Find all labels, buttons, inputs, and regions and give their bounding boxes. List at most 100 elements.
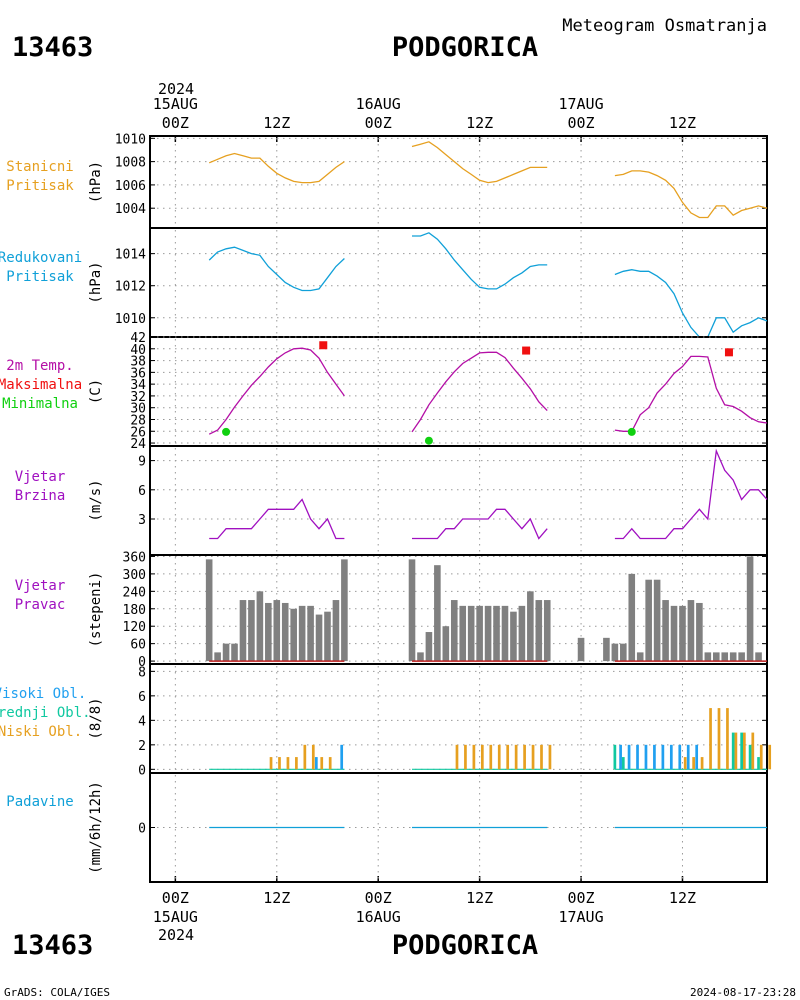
wind-direction-bar [307,605,314,662]
wind-direction-bar [442,626,450,662]
hour-label-top: 00Z [365,114,392,132]
panel-station_pressure: 1004 1006 1008 1010 (hPa) Stanicni Pritisak [6,132,768,226]
y-tick-label: 1010 [115,132,146,147]
low-cloud-bar [759,744,763,770]
y-tick-label: 26 [130,425,146,440]
tmin-marker [424,436,433,445]
hour-label-top: 12Z [669,114,696,132]
series-line [411,141,548,184]
y-tick-label: 1014 [115,248,146,263]
wind-direction-bar [214,652,221,662]
low-cloud-bar [320,757,324,770]
wind-direction-bar [298,605,306,662]
wind-direction-bar [248,600,255,662]
tmin-marker [222,427,231,436]
wind-direction-bar [239,600,247,662]
panel-label: Minimalna [2,396,78,412]
wind-direction-bar [527,591,534,662]
credit: GrADS: COLA/IGES [4,986,110,999]
hour-label-bottom: 12Z [669,889,696,907]
wind-direction-bar [687,600,695,662]
low-cloud-bar [286,757,290,770]
y-tick-label: 300 [123,568,146,583]
high-cloud-bar [686,744,690,770]
low-cloud-bar [734,732,738,770]
low-cloud-bar [726,708,729,770]
panel-clouds: 0 2 4 6 8 (8/8)Visoki Obl. Srednji Obl. Niski O… [0,663,772,778]
y-tick-label: 2 [138,739,146,754]
wind-direction-bar [341,559,348,662]
y-axis-label: (C) [88,379,104,404]
low-cloud-bar [751,732,755,770]
y-tick-label: 6 [138,484,146,499]
wind-direction-bar [256,591,264,662]
wind-direction-bar [653,579,661,662]
y-tick-label: 8 [138,665,146,680]
station-id-top: 13463 [12,32,93,63]
y-tick-label: 180 [123,603,146,618]
low-cloud-bar [523,744,526,770]
panel-label: Niski Obl. [0,724,82,740]
y-tick-label: 120 [123,620,146,635]
tmax-marker [522,346,531,355]
low-cloud-bar [480,744,484,770]
panel-label: Pravac [15,597,66,613]
panel-label: Redukovani [0,250,82,266]
y-tick-label: 9 [138,455,146,470]
wind-direction-bar [611,643,619,662]
wind-direction-bar [510,611,517,662]
low-cloud-bar [303,744,307,770]
panel-label: Vjetar [15,578,66,594]
day-label-top: 17AUG [558,95,603,113]
wind-direction-bar [620,643,627,662]
y-tick-label: 3 [138,513,146,528]
wind-direction-bar [577,637,585,662]
wind-direction-bar [222,643,230,662]
low-cloud-bar [489,744,493,770]
y-tick-label: 24 [130,437,146,452]
panel-label: Maksimalna [0,377,82,393]
y-axis-label: (stepeni) [88,572,104,648]
wind-direction-bar [704,652,712,662]
y-tick-label: 360 [123,550,146,565]
wind-direction-bar [467,605,475,662]
hour-label-bottom: 00Z [365,889,392,907]
panel-label: Vjetar [15,469,66,485]
timestamp: 2024-08-17-23:28 [690,986,796,999]
low-cloud-bar [709,708,712,770]
hour-label-top: 00Z [162,114,189,132]
wind-direction-bar [450,600,458,662]
y-tick-label: 1006 [115,179,146,194]
hour-label-top: 12Z [263,114,290,132]
wind-direction-bar [721,652,729,662]
high-cloud-bar [661,744,665,770]
day-label-bottom: 17AUG [558,908,603,926]
tmin-marker [627,427,636,436]
wind-direction-bar [205,559,213,662]
wind-direction-bar [290,608,297,662]
panel-label: Visoki Obl. [0,686,86,702]
hour-label-bottom: 12Z [466,889,493,907]
y-tick-label: 32 [130,390,146,405]
high-cloud-bar [678,744,682,770]
low-cloud-bar [497,744,501,770]
low-cloud-bar [328,757,332,770]
panel-wind_dir: 0 60 120 180 240 300 360 (stepeni) Vjetar Pravac [15,550,767,670]
wind-direction-bar [265,602,272,662]
series-line [614,448,768,540]
series-line [614,355,768,432]
wind-direction-bar [746,556,754,662]
y-axis-label: (hPa) [88,261,104,303]
day-label-bottom: 16AUG [356,908,401,926]
panel-label: Stanicni [6,159,73,175]
panel-label: Padavine [6,794,73,810]
y-axis-label: (hPa) [88,161,104,203]
wind-direction-bar [434,565,441,662]
station-name-bottom: PODGORICA [392,930,538,961]
wind-direction-bar [755,652,762,662]
high-cloud-bar [695,744,699,770]
low-cloud-bar [768,744,772,770]
y-tick-label: 0 [138,655,146,670]
mid-cloud-bar [748,744,752,770]
hour-label-top: 00Z [568,114,595,132]
